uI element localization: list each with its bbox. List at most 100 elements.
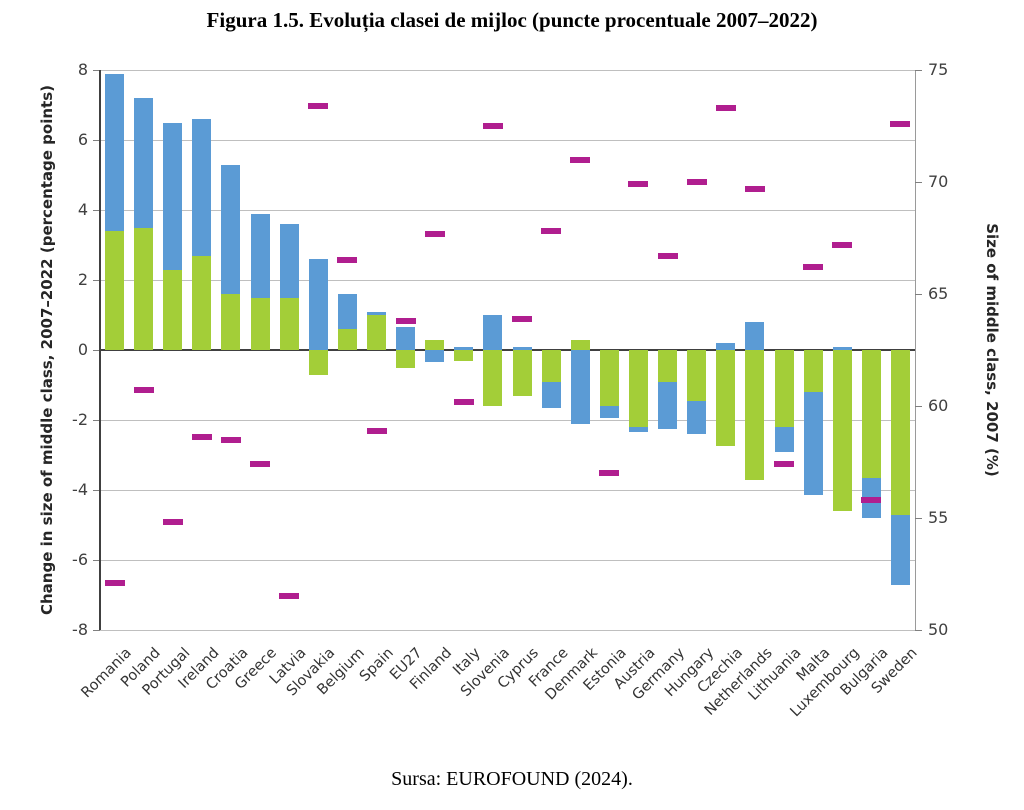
marker-size-2007-France bbox=[541, 228, 562, 235]
marker-size-2007-Sweden bbox=[890, 120, 911, 127]
left-axis-tick bbox=[93, 209, 100, 211]
gridline bbox=[100, 489, 915, 491]
bar-segment-green-Czechia bbox=[716, 350, 736, 447]
bar-segment-green-Malta bbox=[803, 350, 823, 392]
marker-size-2007-Poland bbox=[133, 387, 154, 394]
bar-segment-blue-Finland bbox=[425, 350, 445, 363]
left-axis-tick bbox=[93, 629, 100, 631]
bar-segment-green-Hungary bbox=[687, 350, 707, 401]
bar-segment-green-Luxembourg bbox=[832, 350, 852, 511]
bar-segment-green-Bulgaria bbox=[861, 350, 881, 478]
marker-size-2007-Greece bbox=[250, 461, 271, 468]
right-axis-tick-label: 75 bbox=[928, 60, 949, 79]
bar-segment-blue-Lithuania bbox=[774, 427, 794, 452]
marker-size-2007-Hungary bbox=[686, 179, 707, 185]
right-axis-tick bbox=[915, 181, 922, 183]
bar-segment-green-Poland bbox=[134, 227, 154, 350]
marker-size-2007-Slovakia bbox=[308, 102, 329, 109]
bar-segment-blue-Luxembourg bbox=[832, 346, 852, 350]
bar-segment-green-Austria bbox=[628, 350, 648, 427]
left-axis-line bbox=[99, 70, 101, 630]
gridline bbox=[100, 629, 915, 631]
left-axis-tick bbox=[93, 559, 100, 561]
gridline bbox=[100, 69, 915, 71]
bar-segment-blue-Greece bbox=[250, 213, 270, 298]
marker-size-2007-Ireland bbox=[191, 434, 212, 441]
bar-segment-green-Finland bbox=[425, 339, 445, 350]
marker-size-2007-Slovenia bbox=[482, 123, 503, 129]
marker-size-2007-Luxembourg bbox=[832, 241, 853, 248]
bar-segment-blue-Slovakia bbox=[308, 259, 328, 350]
bar-segment-green-Sweden bbox=[890, 350, 910, 515]
marker-size-2007-Romania bbox=[104, 579, 125, 586]
left-axis-tick-label: 8 bbox=[77, 60, 88, 79]
bar-segment-green-Latvia bbox=[279, 297, 299, 350]
right-axis-tick-label: 60 bbox=[928, 396, 949, 415]
bar-segment-blue-Hungary bbox=[687, 400, 707, 434]
marker-size-2007-Czechia bbox=[715, 105, 736, 112]
marker-size-2007-Netherlands bbox=[744, 185, 765, 192]
bar-segment-green-Italy bbox=[454, 350, 474, 361]
right-axis-tick bbox=[915, 629, 922, 631]
bar-segment-blue-Austria bbox=[628, 427, 648, 433]
bar-segment-blue-Belgium bbox=[337, 294, 357, 329]
gridline bbox=[100, 209, 915, 211]
marker-size-2007-Estonia bbox=[599, 470, 620, 477]
right-axis-title: Size of middle class, 2007 (%) bbox=[983, 223, 1001, 477]
marker-size-2007-EU27 bbox=[395, 317, 416, 324]
marker-size-2007-Austria bbox=[628, 181, 649, 188]
marker-size-2007-Spain bbox=[366, 427, 387, 434]
right-axis-tick bbox=[915, 405, 922, 407]
bar-segment-blue-Czechia bbox=[716, 343, 736, 350]
bar-segment-green-Cyprus bbox=[512, 350, 532, 396]
figure-source: Sursa: EUROFOUND (2024). bbox=[391, 768, 633, 790]
left-axis-tick bbox=[93, 279, 100, 281]
bar-segment-green-Ireland bbox=[192, 255, 212, 350]
bar-segment-blue-Poland bbox=[134, 98, 154, 228]
bar-segment-blue-Denmark bbox=[570, 350, 590, 424]
gridline bbox=[100, 279, 915, 281]
bar-segment-blue-Cyprus bbox=[512, 346, 532, 350]
bar-segment-blue-Spain bbox=[367, 311, 387, 315]
bar-segment-green-Slovakia bbox=[308, 350, 328, 375]
bar-segment-green-Spain bbox=[367, 315, 387, 350]
left-axis-tick bbox=[93, 349, 100, 351]
bar-segment-green-Denmark bbox=[570, 339, 590, 350]
left-axis-tick-label: -6 bbox=[72, 550, 88, 569]
bar-segment-blue-Sweden bbox=[890, 514, 910, 585]
marker-size-2007-Belgium bbox=[337, 257, 358, 264]
right-axis-tick bbox=[915, 517, 922, 519]
bar-segment-blue-Portugal bbox=[163, 122, 183, 270]
marker-size-2007-Denmark bbox=[570, 156, 591, 163]
marker-size-2007-Italy bbox=[453, 398, 474, 405]
left-axis-tick bbox=[93, 489, 100, 491]
bar-segment-blue-Ireland bbox=[192, 119, 212, 256]
zero-gridline bbox=[100, 349, 915, 351]
bar-segment-blue-Romania bbox=[105, 73, 125, 231]
marker-size-2007-Croatia bbox=[220, 436, 241, 443]
bar-segment-blue-Croatia bbox=[221, 164, 241, 294]
right-axis-tick-label: 50 bbox=[928, 620, 949, 639]
marker-size-2007-Latvia bbox=[279, 593, 300, 600]
right-axis-tick bbox=[915, 69, 922, 71]
gridline bbox=[100, 139, 915, 141]
bar-segment-green-Romania bbox=[105, 231, 125, 350]
right-axis-tick-label: 70 bbox=[928, 172, 949, 191]
bar-segment-green-France bbox=[541, 350, 561, 382]
left-axis-tick-label: -4 bbox=[72, 480, 88, 499]
bar-segment-blue-Estonia bbox=[599, 406, 619, 419]
right-axis-line bbox=[915, 70, 916, 630]
bar-segment-blue-EU27 bbox=[396, 327, 416, 350]
bar-segment-green-Portugal bbox=[163, 269, 183, 350]
marker-size-2007-Portugal bbox=[162, 519, 183, 526]
left-axis-tick-label: 6 bbox=[77, 130, 88, 149]
bar-segment-blue-Latvia bbox=[279, 224, 299, 298]
bar-segment-green-Netherlands bbox=[745, 350, 765, 480]
left-axis-tick bbox=[93, 419, 100, 421]
bar-segment-green-EU27 bbox=[396, 350, 416, 368]
left-axis-tick bbox=[93, 139, 100, 141]
left-axis-tick bbox=[93, 69, 100, 71]
left-axis-title: Change in size of middle class, 2007–202… bbox=[38, 85, 56, 615]
